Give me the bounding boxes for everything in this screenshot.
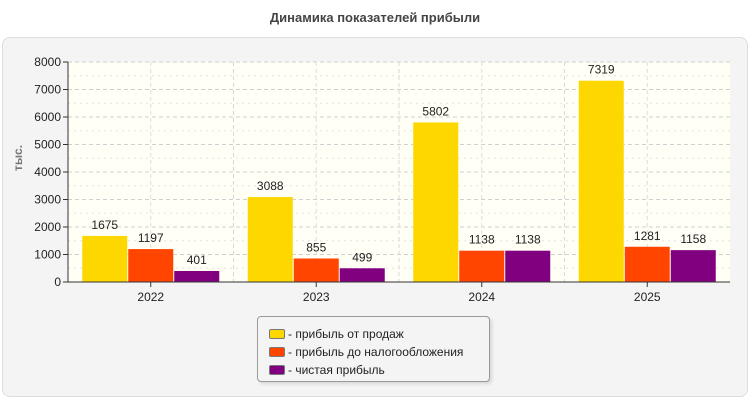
legend-label: - прибыль от продаж [288,327,404,341]
y-tick-label: 2000 [34,220,61,234]
legend-item: - прибыль от продаж [258,325,489,343]
bar [413,122,459,282]
x-tick-label: 2025 [634,290,661,304]
bar [670,250,716,282]
data-label: 499 [352,250,372,264]
bar [174,270,220,282]
bar [339,268,385,282]
axes [63,61,730,287]
data-label: 1197 [138,231,164,245]
bar [128,249,174,282]
y-tick-label: 8000 [34,55,61,69]
bar [247,197,293,282]
data-label: 1138 [515,233,541,247]
data-label: 1675 [91,218,118,232]
data-label: 855 [306,240,326,254]
legend-label: - прибыль до налогообложения [288,345,464,359]
y-tick-label: 6000 [34,110,61,124]
y-tick-label: 4000 [34,165,61,179]
data-label: 1138 [469,233,495,247]
grid-lines [68,61,730,282]
legend-item: - чистая прибыль [258,361,489,379]
bar [293,258,339,282]
x-tick-label: 2023 [303,290,330,304]
data-label: 1281 [634,229,661,243]
data-label: 1158 [680,232,706,246]
legend: - прибыль от продаж - прибыль до налогоо… [257,316,490,382]
y-tick-label: 3000 [34,193,61,207]
chart-title: Динамика показателей прибыли [269,10,481,25]
labels: 0 1000 2000 3000 4000 5000 6000 7000 8000 1675 119… [34,55,706,304]
data-label: 3088 [257,179,284,193]
y-tick-label: 7000 [34,83,61,97]
legend-swatch [269,365,285,375]
bar [459,250,505,282]
legend-swatch [269,329,285,339]
legend-label: - чистая прибыль [288,363,385,377]
bar [578,80,624,282]
bar [82,235,128,282]
x-tick-label: 2024 [468,290,495,304]
bars [82,80,716,282]
y-tick-label: 0 [54,275,61,289]
legend-item: - прибыль до налогообложения [258,343,489,361]
legend-swatch [269,347,285,357]
data-label: 7319 [588,63,615,77]
data-label: 5802 [422,104,449,118]
data-label: 401 [187,253,207,267]
y-tick-label: 5000 [34,138,61,152]
bar [624,246,670,282]
y-tick-label: 1000 [34,248,61,262]
bar [505,250,551,282]
y-axis-label: тыс. [11,145,25,171]
x-tick-label: 2022 [137,290,164,304]
